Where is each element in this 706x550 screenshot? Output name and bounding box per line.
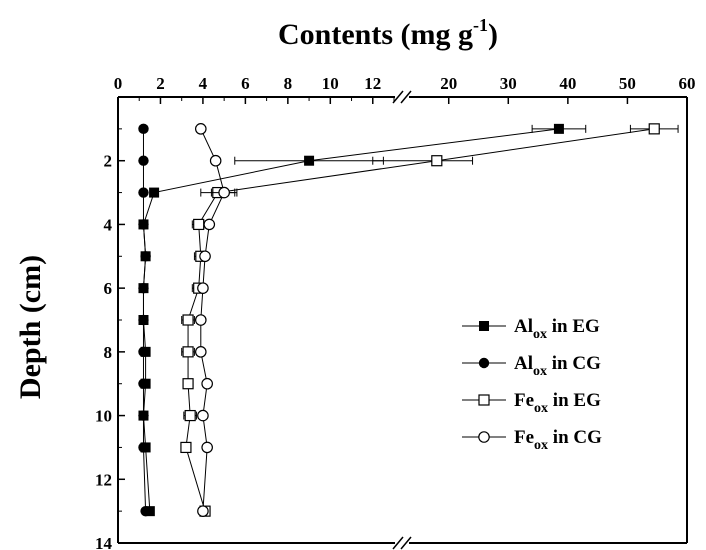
legend-label: Alox in CG: [514, 353, 601, 379]
x-tick-label: 8: [284, 74, 293, 93]
legend-label: Feox in CG: [514, 427, 602, 453]
x-tick-label: 10: [322, 74, 339, 93]
data-point: [182, 378, 194, 390]
y-tick-label: 2: [104, 152, 113, 171]
data-point: [180, 441, 192, 454]
legend-marker: [479, 321, 489, 331]
data-point: [182, 346, 194, 358]
x-tick-label: 30: [500, 74, 517, 93]
y-axis-label: Depth (cm): [14, 255, 47, 399]
y-tick-label: 8: [104, 343, 113, 362]
data-point: [218, 186, 230, 199]
data-point: [197, 505, 209, 517]
legend-label: Alox in EG: [514, 316, 600, 342]
axis-break-mark: [400, 536, 412, 550]
y-tick-label: 14: [95, 534, 113, 550]
data-point: [553, 123, 564, 134]
legend-marker: [478, 357, 490, 369]
data-point: [203, 218, 216, 231]
x-tick-label: 50: [619, 74, 636, 93]
data-point: [195, 123, 207, 135]
data-point: [138, 155, 149, 166]
data-point: [431, 155, 443, 167]
data-point: [138, 314, 149, 326]
y-tick-label: 6: [104, 279, 113, 298]
y-tick-label: 4: [104, 215, 113, 234]
data-point: [193, 218, 205, 231]
legend-marker: [478, 431, 490, 443]
data-point: [195, 314, 207, 326]
data-point: [184, 409, 196, 422]
data-point: [140, 251, 151, 262]
x-tick-label: 20: [440, 74, 457, 93]
data-point: [138, 346, 149, 358]
data-point: [648, 123, 660, 135]
axis-break-mark: [392, 536, 404, 550]
data-point: [138, 282, 149, 294]
x-tick-label: 12: [364, 74, 381, 93]
data-point: [199, 250, 211, 263]
data-point: [138, 378, 149, 389]
x-tick-label: 60: [679, 74, 696, 93]
axis-break-mark: [400, 90, 412, 104]
x-tick-label: 2: [156, 74, 165, 93]
plot-area: 0 2 4 6 8 10 12 20 30 40 50 60 2 4 6 8 10 12 14 Alox in EG A…: [95, 74, 696, 550]
data-point: [197, 282, 209, 294]
series-line: [142, 128, 147, 512]
y-tick-label: 10: [95, 407, 112, 426]
x-tick-label: 6: [241, 74, 250, 93]
data-point: [138, 442, 149, 453]
legend-marker: [478, 394, 490, 406]
data-point: [201, 441, 213, 454]
chart-title: Contents (mg g-1): [278, 15, 498, 51]
chart-title-main: Contents (mg g: [278, 18, 473, 51]
chart-title-superscript: -1: [473, 15, 488, 35]
data-point: [138, 187, 149, 198]
data-point: [304, 155, 315, 166]
axis-break-mark: [392, 90, 404, 104]
data-point: [195, 346, 207, 358]
legend-label: Feox in EG: [514, 390, 601, 416]
y-tick-label: 12: [95, 470, 112, 489]
data-point: [149, 187, 160, 198]
x-tick-label: 4: [199, 74, 208, 93]
data-point: [140, 505, 151, 517]
data-point: [182, 314, 194, 326]
data-point: [138, 123, 149, 135]
data-point: [138, 219, 149, 230]
x-tick-label: 40: [559, 74, 576, 93]
data-point: [197, 409, 209, 422]
data-point: [201, 377, 213, 390]
data-point: [138, 410, 149, 421]
chart-title-close: ): [488, 18, 498, 51]
x-tick-label: 0: [114, 74, 123, 93]
data-point: [209, 154, 222, 167]
